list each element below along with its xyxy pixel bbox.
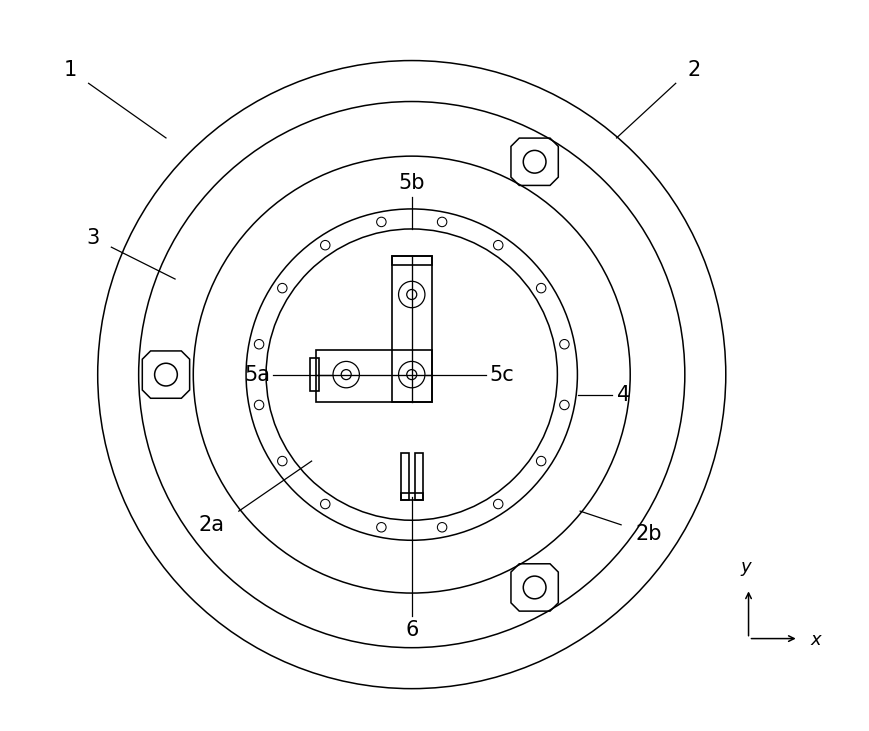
Text: 4: 4	[617, 385, 630, 405]
Text: 2b: 2b	[635, 524, 661, 544]
Bar	[309, 358, 319, 391]
Bar	[415, 453, 422, 500]
Text: $y$: $y$	[740, 560, 753, 577]
Text: 2a: 2a	[198, 515, 224, 535]
Bar	[401, 493, 422, 500]
Text: 6: 6	[405, 621, 419, 640]
Bar	[316, 350, 432, 402]
Text: $x$: $x$	[810, 632, 823, 649]
Text: 5b: 5b	[399, 173, 425, 192]
Text: 1: 1	[63, 60, 77, 80]
Text: 2: 2	[687, 60, 700, 80]
Text: 5a: 5a	[245, 365, 270, 385]
Bar	[401, 453, 408, 500]
Bar	[392, 257, 432, 265]
Text: 5c: 5c	[489, 365, 514, 385]
Bar	[392, 257, 432, 402]
Text: 3: 3	[87, 228, 100, 248]
